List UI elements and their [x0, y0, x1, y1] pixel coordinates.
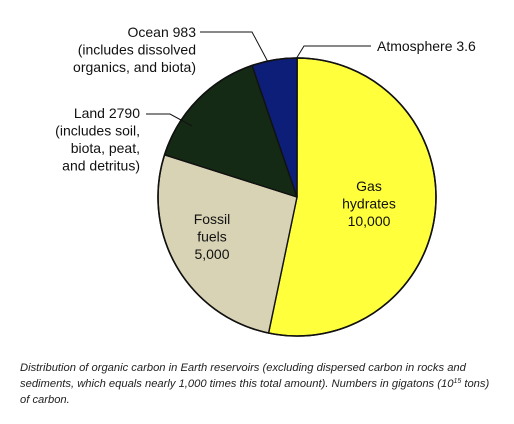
caption-exponent: 15 [453, 378, 462, 385]
slice-label-line: (includes soil, [55, 123, 140, 139]
slice-label-atmosphere: Atmosphere 3.6 [377, 38, 476, 54]
pie-chart: Atmosphere 3.6 Gas hydrates 10,000 Fossil fue… [55, 24, 476, 337]
slice-label-line: (includes dissolved [78, 42, 196, 58]
slice-label-line: hydrates [342, 196, 396, 212]
slice-label-line: Atmosphere 3.6 [377, 38, 476, 54]
slice-label-line: Fossil [194, 211, 231, 227]
slice-label-line: biota, peat, [71, 140, 140, 156]
caption-text-end: tons) of carbon. [20, 378, 490, 406]
slice-label-gas-hydrates: Gas hydrates 10,000 [342, 178, 396, 229]
slice-label-fossil-fuels: Fossil fuels 5,000 [194, 211, 231, 262]
leader-line-atmosphere [295, 45, 371, 60]
leader-line-land [146, 113, 193, 127]
figure-caption: Distribution of organic carbon in Earth … [20, 360, 496, 408]
slice-label-line: fuels [197, 229, 227, 245]
slice-label-line: organics, and biota) [73, 59, 196, 75]
slice-label-line: Ocean 983 [128, 24, 197, 40]
caption-text: Distribution of organic carbon in Earth … [20, 362, 466, 390]
leader-lines [146, 31, 371, 127]
slice-label-line: Gas [356, 178, 382, 194]
slice-label-line: 10,000 [348, 213, 391, 229]
slice-label-ocean: Ocean 983 (includes dissolved organics, an… [73, 24, 196, 75]
slice-label-line: Land 2790 [74, 105, 140, 121]
slice-labels: Atmosphere 3.6 Gas hydrates 10,000 Fossil fue… [55, 24, 476, 262]
leader-line-ocean [200, 31, 269, 63]
slice-label-line: 5,000 [194, 246, 229, 262]
slice-label-line: and detritus) [62, 158, 140, 174]
slice-label-land: Land 2790 (includes soil, biota, peat, and … [55, 105, 140, 174]
